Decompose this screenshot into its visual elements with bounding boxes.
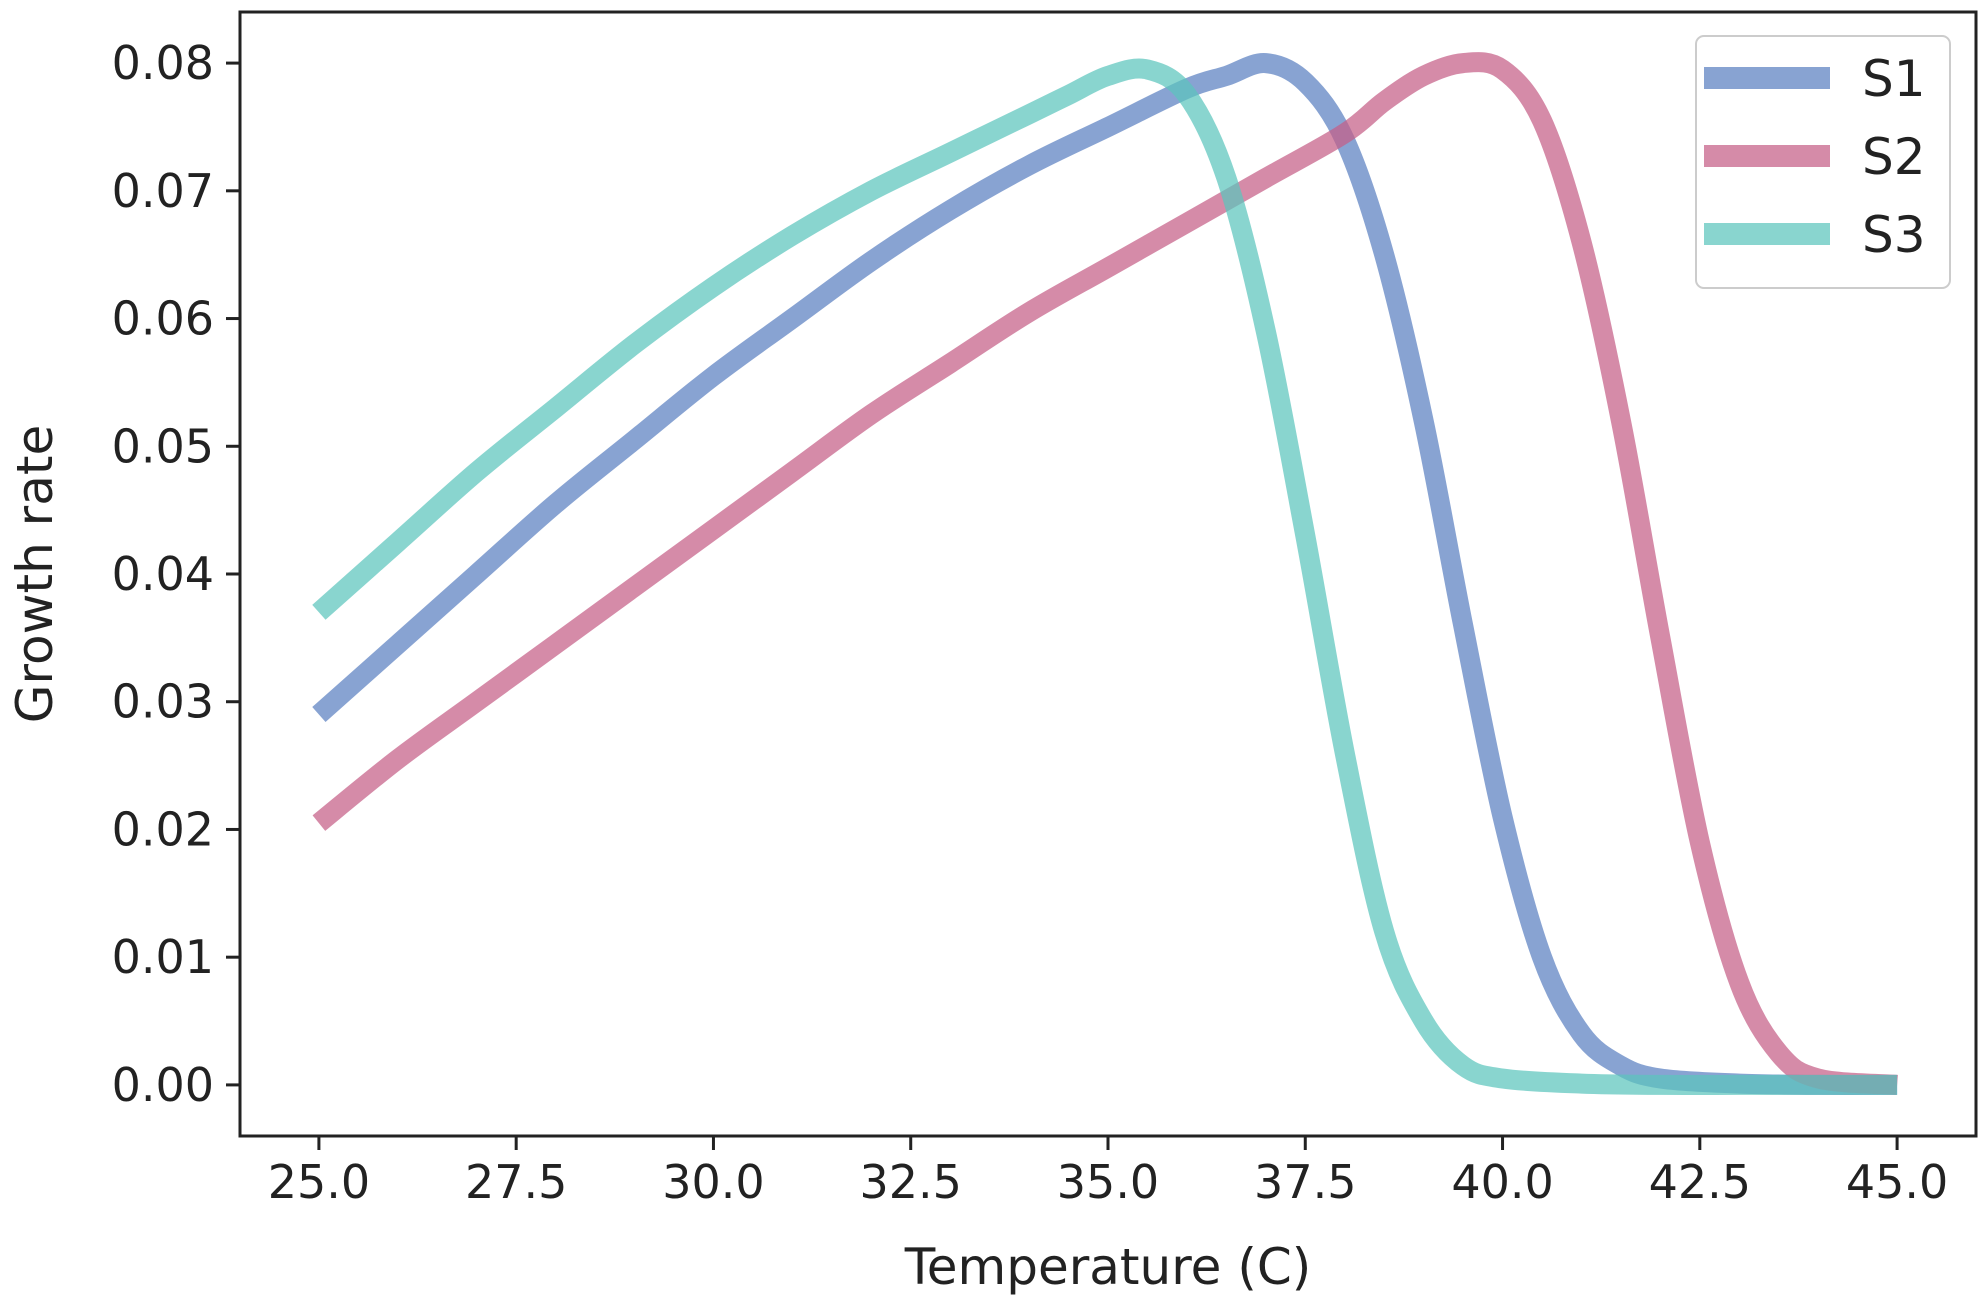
legend-label-s1: S1 [1862, 50, 1926, 108]
series-line-s2 [312, 52, 1898, 1095]
x-tick-label: 37.5 [1254, 1155, 1356, 1209]
x-tick-label: 32.5 [860, 1155, 962, 1209]
x-axis-label: Temperature (C) [904, 1238, 1312, 1296]
legend: S1 S2 S3 [1695, 35, 1951, 289]
y-tick-label: 0.00 [112, 1058, 214, 1112]
x-tick-label: 42.5 [1649, 1155, 1751, 1209]
y-tick-label: 0.07 [112, 164, 214, 218]
y-tick-label: 0.02 [112, 802, 214, 856]
x-tick-label: 35.0 [1057, 1155, 1159, 1209]
y-tick-label: 0.06 [112, 292, 214, 346]
legend-label-s3: S3 [1862, 206, 1926, 264]
legend-label-s2: S2 [1862, 128, 1926, 186]
x-tick-label: 45.0 [1846, 1155, 1948, 1209]
y-axis-label: Growth rate [6, 425, 64, 723]
y-tick-label: 0.03 [112, 675, 214, 729]
y-tick-label: 0.08 [112, 36, 214, 90]
x-tick-label: 25.0 [268, 1155, 370, 1209]
series-line-s3 [312, 58, 1898, 1095]
y-tick-label: 0.05 [112, 419, 214, 473]
x-axis: 25.0 27.5 30.0 32.5 35.0 37.5 40.0 42.5 45.0 [268, 1136, 1948, 1209]
series-layer [312, 52, 1898, 1095]
x-tick-label: 30.0 [662, 1155, 764, 1209]
y-axis: 0.00 0.01 0.02 0.03 0.04 0.05 0.06 0.07 0.08 [112, 36, 240, 1112]
x-tick-label: 40.0 [1451, 1155, 1553, 1209]
y-tick-label: 0.01 [112, 930, 214, 984]
x-tick-label: 27.5 [465, 1155, 567, 1209]
series-line-s1 [312, 53, 1898, 1095]
y-tick-label: 0.04 [112, 547, 214, 601]
